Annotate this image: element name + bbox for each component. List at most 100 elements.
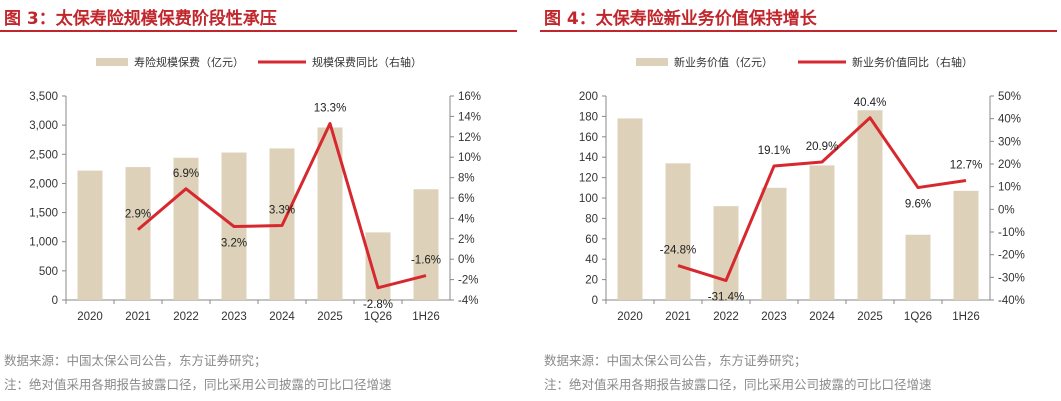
y-tick-label-left: 60 bbox=[585, 234, 598, 246]
x-tick-label: 1Q26 bbox=[364, 311, 392, 323]
y-tick-label-right: 0% bbox=[998, 204, 1015, 216]
data-label: 40.4% bbox=[854, 97, 887, 109]
y-tick-label-left: 3,500 bbox=[29, 91, 58, 103]
y-tick-label-right: -20% bbox=[998, 250, 1025, 262]
y-tick-label-right: -40% bbox=[998, 295, 1025, 307]
y-tick-label-left: 1,500 bbox=[29, 208, 58, 220]
bar bbox=[713, 206, 739, 300]
data-label: 20.9% bbox=[806, 141, 839, 153]
bar bbox=[665, 163, 691, 300]
title-divider bbox=[540, 30, 1057, 32]
bar bbox=[77, 170, 103, 300]
y-tick-label-right: 10% bbox=[458, 152, 481, 164]
bar bbox=[365, 232, 391, 300]
chart-panel-2: 图 4：太保寿险新业务价值保持增长 新业务价值（亿元） 新业务价值同比（右轴） 0 2… bbox=[540, 0, 1057, 401]
bar bbox=[413, 189, 439, 300]
y-tick-label-left: 120 bbox=[579, 173, 598, 185]
y-tick-label-right: -30% bbox=[998, 272, 1025, 284]
footnote: 注：绝对值采用各期报告披露口径，同比采用公司披露的可比口径增速 bbox=[4, 377, 392, 392]
y-tick-label-left: 180 bbox=[579, 111, 598, 123]
legend-label: 规模保费同比（右轴） bbox=[312, 55, 422, 69]
source-note: 数据来源：中国太保公司公告，东方证券研究； bbox=[4, 353, 267, 368]
y-tick-label-right: 20% bbox=[998, 159, 1021, 171]
legend-label: 新业务价值同比（右轴） bbox=[852, 55, 973, 69]
x-tick-label: 1H26 bbox=[952, 311, 980, 323]
y-tick-label-right: 4% bbox=[458, 213, 475, 225]
y-tick-label-right: 14% bbox=[458, 111, 481, 123]
bar bbox=[173, 157, 199, 300]
bar bbox=[953, 190, 979, 300]
x-tick-label: 1H26 bbox=[412, 311, 440, 323]
chart-panel-1: 图 3：太保寿险规模保费阶段性承压 寿险规模保费（亿元） 规模保费同比（右轴） 0 5… bbox=[0, 0, 517, 401]
chart-title: 图 3：太保寿险规模保费阶段性承压 bbox=[4, 9, 277, 29]
y-tick-label-right: -2% bbox=[458, 275, 478, 287]
x-tick-label: 2020 bbox=[617, 311, 643, 323]
y-tick-label-left: 3,000 bbox=[29, 120, 58, 132]
legend-swatch-bar bbox=[96, 58, 128, 66]
footnote: 注：绝对值采用各期报告披露口径，同比采用公司披露的可比口径增速 bbox=[544, 377, 932, 392]
bar bbox=[761, 187, 787, 300]
title-divider bbox=[0, 30, 517, 32]
data-label: 6.9% bbox=[173, 168, 199, 180]
y-tick-label-right: 6% bbox=[458, 193, 475, 205]
bar bbox=[617, 118, 643, 300]
x-tick-label: 2022 bbox=[713, 311, 739, 323]
x-tick-label: 2023 bbox=[761, 311, 787, 323]
legend-swatch-bar bbox=[636, 58, 668, 66]
data-label: 13.3% bbox=[314, 103, 347, 115]
y-tick-label-left: 2,500 bbox=[29, 149, 58, 161]
y-tick-label-left: 40 bbox=[585, 254, 598, 266]
y-tick-label-left: 100 bbox=[579, 193, 598, 205]
x-tick-label: 2021 bbox=[125, 311, 151, 323]
y-tick-label-left: 1,000 bbox=[29, 237, 58, 249]
bar bbox=[857, 110, 883, 300]
bar bbox=[125, 167, 151, 300]
data-label: 3.3% bbox=[269, 205, 295, 217]
y-tick-label-right: 50% bbox=[998, 91, 1021, 103]
x-tick-label: 2024 bbox=[809, 311, 835, 323]
line-series bbox=[137, 122, 427, 290]
y-tick-label-left: 140 bbox=[579, 152, 598, 164]
x-tick-label: 2023 bbox=[221, 311, 247, 323]
y-tick-label-right: 30% bbox=[998, 136, 1021, 148]
x-tick-label: 1Q26 bbox=[904, 311, 932, 323]
data-label: -24.8% bbox=[660, 245, 696, 257]
combo-chart: 新业务价值（亿元） 新业务价值同比（右轴） 0 20 40 60 80 100 120 140 16… bbox=[579, 55, 1025, 323]
data-label: 3.2% bbox=[221, 238, 247, 250]
x-tick-label: 2025 bbox=[857, 311, 883, 323]
y-tick-label-right: 40% bbox=[998, 114, 1021, 126]
combo-chart: 寿险规模保费（亿元） 规模保费同比（右轴） 0 500 1,000 1,500 2,000 2… bbox=[29, 55, 481, 323]
chart-title: 图 4：太保寿险新业务价值保持增长 bbox=[544, 9, 817, 29]
y-tick-label-right: 8% bbox=[458, 173, 475, 185]
y-tick-label-right: 2% bbox=[458, 234, 475, 246]
x-tick-label: 2022 bbox=[173, 311, 199, 323]
y-tick-label-right: -10% bbox=[998, 227, 1025, 239]
data-label: 19.1% bbox=[758, 145, 791, 157]
y-tick-label-left: 500 bbox=[39, 266, 58, 278]
y-tick-label-left: 80 bbox=[585, 213, 598, 225]
bar bbox=[905, 234, 931, 300]
line-series bbox=[677, 116, 967, 283]
x-tick-label: 2024 bbox=[269, 311, 295, 323]
legend-label: 寿险规模保费（亿元） bbox=[134, 55, 244, 69]
bar bbox=[809, 165, 835, 300]
y-tick-label-left: 0 bbox=[592, 295, 598, 307]
y-tick-label-right: 10% bbox=[998, 182, 1021, 194]
y-tick-label-right: 0% bbox=[458, 254, 475, 266]
y-tick-label-right: 12% bbox=[458, 132, 481, 144]
legend-label: 新业务价值（亿元） bbox=[674, 55, 773, 69]
y-tick-label-left: 0 bbox=[52, 295, 58, 307]
y-tick-label-left: 20 bbox=[585, 275, 598, 287]
y-tick-label-right: -4% bbox=[458, 295, 478, 307]
y-tick-label-left: 2,000 bbox=[29, 178, 58, 190]
data-label: -1.6% bbox=[411, 255, 441, 267]
data-label: 12.7% bbox=[950, 160, 983, 172]
data-label: -31.4% bbox=[708, 292, 744, 304]
data-label: 2.9% bbox=[125, 209, 151, 221]
data-label: -2.8% bbox=[363, 299, 393, 311]
y-tick-label-left: 160 bbox=[579, 132, 598, 144]
x-tick-label: 2020 bbox=[77, 311, 103, 323]
y-tick-label-right: 16% bbox=[458, 91, 481, 103]
data-label: 9.6% bbox=[905, 199, 931, 211]
y-tick-label-left: 200 bbox=[579, 91, 598, 103]
